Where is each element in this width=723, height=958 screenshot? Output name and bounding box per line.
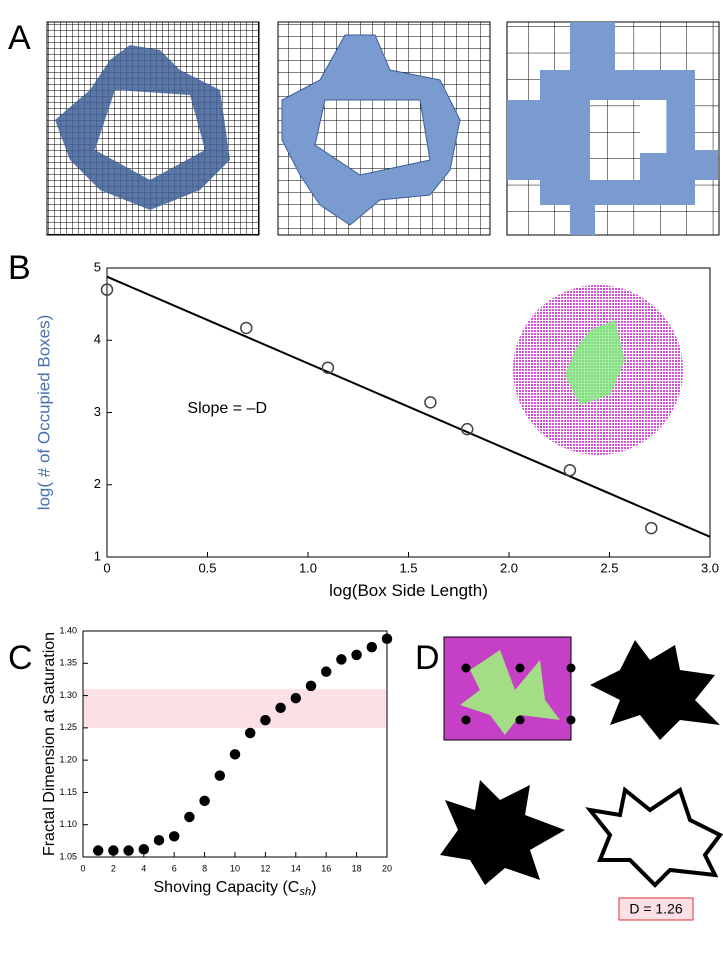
- point: [321, 361, 335, 374]
- x-tick-label: 16: [321, 863, 331, 873]
- point: [229, 749, 241, 760]
- y-tick-label: 1.25: [59, 722, 77, 732]
- point: [168, 831, 180, 842]
- y-tick-label: 1.35: [59, 658, 77, 668]
- y-tick-label: 1: [94, 548, 101, 563]
- result-label: D = 1.26: [629, 901, 683, 917]
- point: [108, 845, 119, 856]
- y-tick-label: 1.40: [59, 625, 77, 635]
- x-axis-label-text: log(Box Side Length): [329, 581, 488, 600]
- x-axis-label: log(Box Side Length): [329, 581, 488, 600]
- panel-label: A: [8, 19, 31, 57]
- x-tick-label: 2.5: [600, 560, 618, 575]
- point: [563, 464, 577, 477]
- point: [460, 422, 474, 436]
- d-image-2: [590, 640, 720, 740]
- grid-2: [277, 21, 491, 236]
- x-tick-label: 1.5: [399, 560, 417, 575]
- plot-frame: [82, 630, 388, 858]
- x-axis-label-end: ): [311, 879, 316, 896]
- y-tick-label: 3: [94, 404, 101, 419]
- plot-frame: [106, 267, 711, 558]
- point: [138, 844, 150, 855]
- y-axis-label: Fractal Dimension at Saturation: [41, 632, 58, 856]
- point: [645, 521, 658, 535]
- d-image-4: [585, 786, 723, 888]
- x-tick-label: 1.0: [299, 560, 317, 575]
- grid-3: [506, 21, 720, 236]
- y-tick-label: 1.30: [59, 690, 77, 700]
- x-tick-label: 6: [172, 863, 177, 873]
- x-axis-label-text: Shoving Capacity (C: [154, 879, 300, 896]
- x-tick-label: 4: [141, 863, 146, 873]
- inset-colony: [513, 285, 683, 455]
- point: [184, 811, 195, 823]
- panel-label: C: [8, 639, 33, 677]
- point: [214, 770, 226, 781]
- y-tick-label: 4: [94, 332, 101, 347]
- point: [244, 727, 256, 739]
- x-tick-label: 3.0: [701, 560, 719, 575]
- x-tick-label: 10: [230, 863, 240, 873]
- y-axis-label: log( # of Occupied Boxes): [34, 315, 53, 511]
- point: [305, 680, 317, 692]
- x-tick-label: 0.5: [198, 560, 216, 575]
- point: [240, 321, 253, 335]
- x-tick-label: 0: [80, 863, 85, 873]
- y-tick-label: 1.20: [59, 755, 77, 765]
- y-tick-label: 1.05: [59, 851, 77, 861]
- annotation: Slope = –D: [187, 400, 267, 417]
- x-tick-label: 20: [382, 863, 392, 873]
- x-tick-label: 2: [111, 863, 116, 873]
- panel-label: B: [8, 249, 31, 287]
- point: [366, 641, 378, 653]
- point: [275, 702, 286, 714]
- band: [83, 689, 387, 728]
- x-axis-label-sub: sh: [299, 886, 311, 898]
- grid-1: [46, 21, 260, 236]
- fit-line: [106, 275, 711, 538]
- point: [100, 283, 114, 296]
- point: [351, 649, 362, 661]
- point: [260, 714, 271, 726]
- point: [336, 654, 347, 665]
- point: [92, 845, 104, 856]
- y-tick-label: 5: [94, 259, 101, 274]
- y-tick-label: 1.10: [59, 819, 77, 829]
- x-tick-label: 8: [202, 863, 207, 873]
- point: [123, 845, 134, 856]
- result-box: [618, 897, 694, 921]
- x-tick-label: 14: [291, 863, 301, 873]
- d-image-3: [440, 780, 565, 885]
- y-tick-label: 1.15: [59, 787, 77, 797]
- x-tick-label: 2.0: [500, 560, 518, 575]
- y-tick-label: 2: [94, 476, 101, 491]
- panel-label: D: [415, 639, 440, 677]
- d-image-1: [443, 636, 576, 741]
- x-tick-label: 0: [103, 560, 110, 575]
- point: [199, 795, 210, 807]
- x-tick-label: 18: [352, 863, 362, 873]
- point: [320, 666, 332, 677]
- point: [153, 834, 165, 846]
- point: [290, 692, 302, 704]
- x-axis-label: Shoving Capacity (Csh): [154, 879, 317, 898]
- x-tick-label: 12: [260, 863, 270, 873]
- point: [381, 633, 393, 644]
- point: [424, 396, 437, 409]
